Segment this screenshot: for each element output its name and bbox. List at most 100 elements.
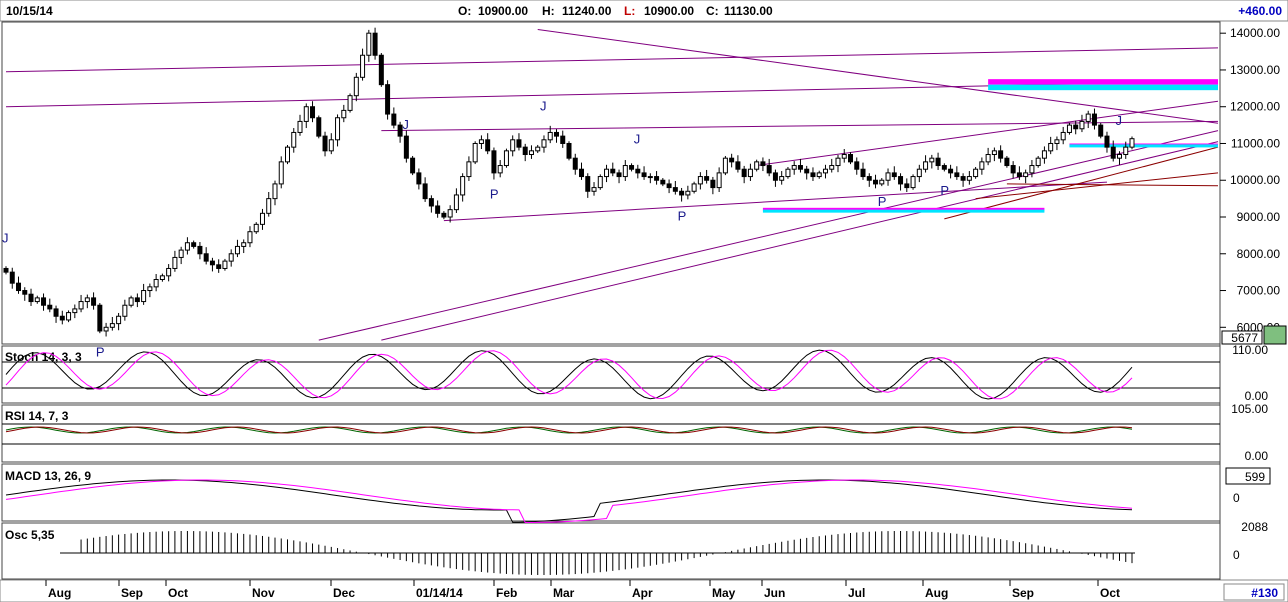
candle-body bbox=[553, 131, 559, 137]
price-tick-label: 7000.00 bbox=[1237, 284, 1281, 298]
candle-body bbox=[34, 297, 40, 303]
pivot-marker: P bbox=[678, 209, 687, 224]
candle-body bbox=[660, 179, 666, 185]
close-label: C: bbox=[706, 4, 719, 18]
candle-body bbox=[622, 165, 628, 178]
candle-body bbox=[441, 212, 447, 218]
candle-body bbox=[910, 176, 916, 189]
zone-band bbox=[762, 209, 1045, 213]
scale-icon[interactable] bbox=[1263, 325, 1287, 345]
high-label: H: bbox=[542, 4, 555, 18]
pivot-marker: J bbox=[402, 117, 409, 132]
candle-body bbox=[266, 198, 272, 214]
open-label: O: bbox=[458, 4, 471, 18]
stoch-d-line bbox=[5, 349, 1133, 400]
macd-value: 599 bbox=[1245, 470, 1265, 484]
candle-body bbox=[310, 106, 316, 119]
candle-body bbox=[147, 286, 153, 292]
candle-body bbox=[854, 161, 860, 170]
candle-body bbox=[935, 157, 941, 167]
candle-body bbox=[647, 176, 653, 179]
candle-body bbox=[9, 271, 15, 284]
candle-body bbox=[353, 76, 359, 97]
trendline bbox=[975, 172, 1219, 200]
candle-body bbox=[616, 172, 622, 178]
candle-body bbox=[579, 168, 585, 178]
candle-body bbox=[848, 154, 853, 163]
candle-body bbox=[697, 176, 703, 185]
candle-body bbox=[485, 139, 491, 152]
candle-body bbox=[53, 308, 59, 317]
candle-body bbox=[797, 165, 803, 170]
low-label: L: bbox=[624, 4, 635, 18]
month-labels: Aug Sep Oct Nov Dec 01/14/14 Feb Mar Apr May Jun Ju… bbox=[45, 580, 1120, 600]
candle-body bbox=[985, 154, 991, 163]
trendline bbox=[756, 100, 1219, 167]
candle-body bbox=[47, 304, 53, 310]
rsi-signal-line bbox=[5, 426, 1133, 434]
candle-body bbox=[923, 161, 929, 170]
candle-body bbox=[122, 304, 128, 317]
trendline bbox=[381, 120, 1219, 132]
candle-body bbox=[416, 172, 422, 185]
month-label: Apr bbox=[632, 586, 653, 600]
candle-body bbox=[572, 157, 578, 170]
month-label: Dec bbox=[333, 586, 355, 600]
candle-body bbox=[704, 176, 710, 181]
candle-body bbox=[785, 168, 791, 178]
candle-body bbox=[278, 161, 284, 185]
rsi-panel bbox=[1, 404, 1221, 463]
month-label: Sep bbox=[1012, 586, 1034, 600]
candle-body bbox=[941, 165, 947, 170]
candle-body bbox=[716, 172, 722, 189]
candle-body bbox=[929, 157, 935, 163]
candle-body bbox=[410, 157, 416, 174]
candle-body bbox=[1035, 157, 1041, 167]
candle-body bbox=[191, 242, 197, 247]
candle-body bbox=[1123, 146, 1129, 156]
header-bar bbox=[0, 0, 1288, 22]
candle-body bbox=[153, 279, 159, 288]
stoch-k-line bbox=[5, 349, 1133, 400]
bar-count: #130 bbox=[1251, 586, 1278, 600]
candle-body bbox=[259, 212, 265, 225]
month-label: May bbox=[712, 586, 736, 600]
candle-body bbox=[3, 267, 9, 273]
candle-body bbox=[166, 267, 172, 277]
trendline bbox=[944, 146, 1219, 220]
candle-body bbox=[816, 172, 822, 178]
candle-body bbox=[991, 150, 997, 156]
pivot-marker: J bbox=[1115, 113, 1122, 128]
month-label: Sep bbox=[121, 586, 143, 600]
pivot-marker: J bbox=[2, 231, 9, 246]
month-label: Aug bbox=[925, 586, 948, 600]
candle-body bbox=[916, 168, 922, 178]
candle-body bbox=[203, 253, 209, 262]
candle-body bbox=[560, 135, 566, 144]
stoch-label: Stoch 14, 3, 3 bbox=[5, 350, 82, 364]
stoch-bottom: 0.00 bbox=[1245, 389, 1269, 403]
candle-body bbox=[497, 165, 503, 174]
macd-line bbox=[5, 479, 1133, 523]
candle-body bbox=[973, 168, 979, 178]
candle-body bbox=[428, 198, 434, 207]
candle-body bbox=[541, 139, 547, 148]
candle-body bbox=[447, 209, 453, 218]
candle-body bbox=[822, 168, 828, 174]
candle-body bbox=[322, 135, 328, 152]
candle-body bbox=[372, 32, 378, 56]
macd-label: MACD 13, 26, 9 bbox=[5, 469, 91, 483]
candle-body bbox=[841, 154, 847, 159]
pivot-marker: J bbox=[540, 98, 547, 113]
zone-band bbox=[988, 84, 1218, 91]
candle-body bbox=[141, 290, 147, 303]
candle-body bbox=[654, 176, 660, 181]
candle-body bbox=[904, 183, 910, 189]
price-panel bbox=[1, 21, 1221, 345]
trendline bbox=[5, 47, 1219, 73]
candle-body bbox=[1023, 172, 1029, 178]
candle-body bbox=[960, 176, 966, 181]
candle-body bbox=[528, 150, 534, 156]
candle-body bbox=[341, 109, 347, 119]
candle-body bbox=[735, 161, 741, 170]
